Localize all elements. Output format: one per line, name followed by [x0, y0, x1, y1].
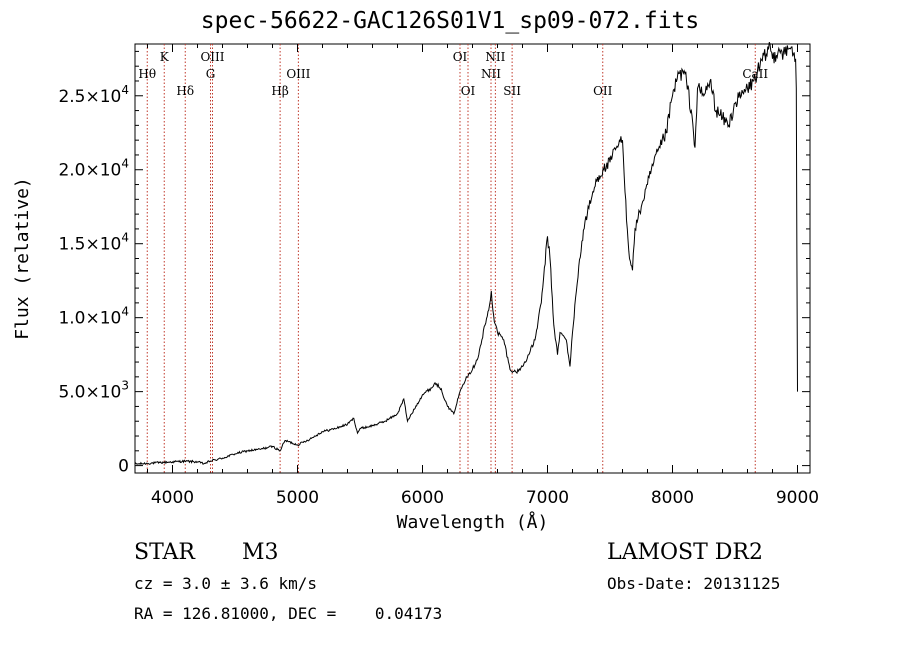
spectral-line-label: Hδ: [176, 84, 194, 98]
chart-title: spec-56622-GAC126S01V1_sp09-072.fits: [200, 8, 700, 34]
spectrum-line: [134, 42, 798, 466]
y-tick-label: 1.5×104: [58, 231, 129, 255]
spectral-line-label: OII: [593, 84, 613, 98]
x-tick-label: 8000: [651, 488, 694, 508]
object-class: STAR: [134, 540, 195, 565]
plot-frame: [134, 43, 811, 474]
spectral-line-label: OI: [461, 84, 476, 98]
spectral-line-label: OIII: [200, 50, 224, 64]
spectral-line-label: OIII: [286, 67, 310, 81]
y-tick-label: 2.0×104: [58, 157, 129, 181]
y-tick-label: 1.0×104: [58, 305, 129, 329]
observation-date: Obs-Date: 20131125: [607, 574, 781, 593]
x-tick-label: 7000: [526, 488, 569, 508]
survey-name: LAMOST DR2: [607, 540, 763, 565]
spectral-line-label: Hβ: [271, 84, 288, 98]
spectral-line-label: SII: [503, 84, 521, 98]
x-axis-label: Wavelength (Å): [397, 511, 549, 533]
spectral-line-label: CaII: [742, 67, 768, 81]
coordinates: RA = 126.81000, DEC = 0.04173: [134, 604, 443, 623]
object-subclass: M3: [242, 540, 279, 565]
x-tick-label: 4000: [151, 488, 194, 508]
x-tick-label: 5000: [276, 488, 319, 508]
y-axis-label: Flux (relative): [12, 177, 33, 340]
spectral-line-label: G: [206, 67, 216, 81]
spectral-line-label: Hθ: [138, 67, 156, 81]
spectral-line-label: NII: [485, 50, 505, 64]
spectral-line-label: NII: [481, 67, 501, 81]
spectral-line-label: OI: [453, 50, 468, 64]
y-tick-label: 5.0×103: [58, 379, 129, 403]
y-tick-label: 2.5×104: [58, 83, 129, 107]
x-tick-label: 6000: [401, 488, 444, 508]
x-tick-label: 9000: [776, 488, 819, 508]
redshift-velocity: cz = 3.0 ± 3.6 km/s: [134, 574, 318, 593]
y-tick-label: 0: [118, 457, 129, 477]
spectral-line-label: K: [160, 50, 170, 64]
